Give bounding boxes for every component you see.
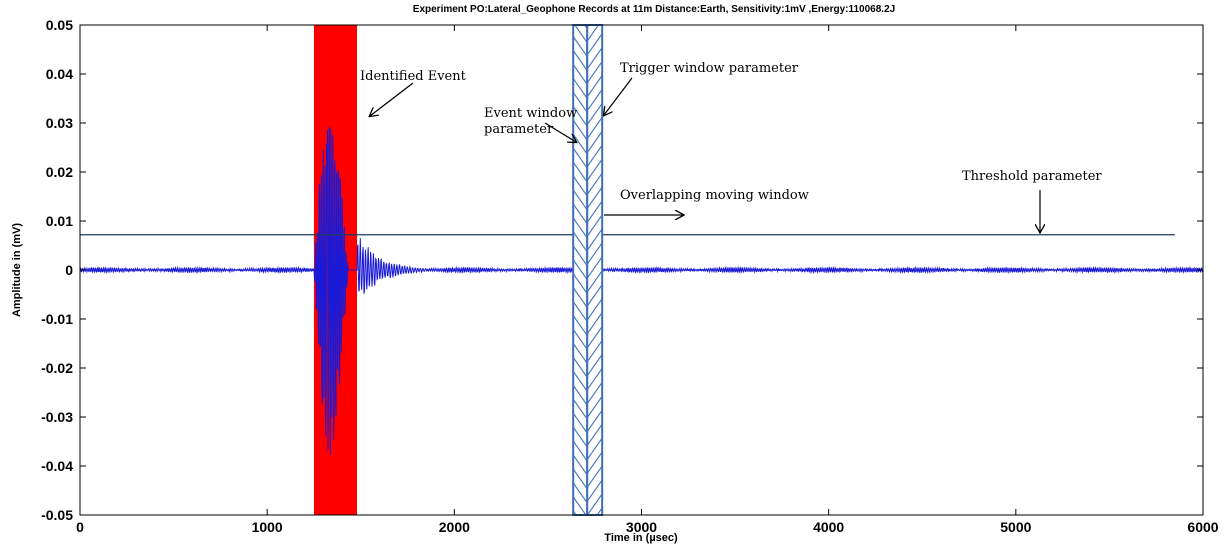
y-tick-label: 0.05 (46, 17, 73, 33)
y-tick-label: 0.04 (46, 66, 73, 82)
annotation-event-window-line2: parameter (484, 122, 554, 137)
y-tick-label: -0.04 (41, 458, 73, 474)
annotation-identified-event: Identified Event (360, 69, 467, 84)
y-tick-label: -0.01 (41, 311, 73, 327)
y-tick-label: -0.02 (41, 360, 73, 376)
signal-line (79, 126, 1204, 455)
x-axis-label: Time in (µsec) (604, 532, 678, 544)
x-tick-label: 3000 (626, 519, 657, 535)
annotation-trigger-window: Trigger window parameter (620, 61, 799, 76)
y-tick-label: 0.01 (46, 213, 73, 229)
arrow-event-window (544, 122, 576, 142)
x-tick-label: 5000 (1000, 519, 1031, 535)
x-tick-label: 0 (76, 519, 84, 535)
y-tick-label: 0 (65, 262, 73, 278)
y-tick-label: -0.05 (41, 507, 73, 523)
annotation-event-window-line1: Event window (484, 106, 577, 121)
arrow-identified-event (370, 82, 414, 116)
y-tick-label: -0.03 (41, 409, 73, 425)
y-axis-label: Amplitude in (mV) (11, 223, 23, 317)
chart-title: Experiment PO:Lateral_Geophone Records a… (413, 4, 895, 15)
y-tick-label: 0.03 (46, 115, 73, 131)
event-window (572, 24, 589, 516)
y-tick-label: 0.02 (46, 164, 73, 180)
x-tick-label: 6000 (1187, 519, 1218, 535)
x-tick-label: 1000 (252, 519, 283, 535)
trigger-window (586, 24, 604, 516)
x-tick-label: 4000 (813, 519, 844, 535)
annotation-overlapping-window: Overlapping moving window (620, 188, 809, 203)
annotation-threshold: Threshold parameter (962, 169, 1102, 184)
arrow-trigger-window (604, 77, 633, 115)
x-tick-label: 2000 (439, 519, 470, 535)
